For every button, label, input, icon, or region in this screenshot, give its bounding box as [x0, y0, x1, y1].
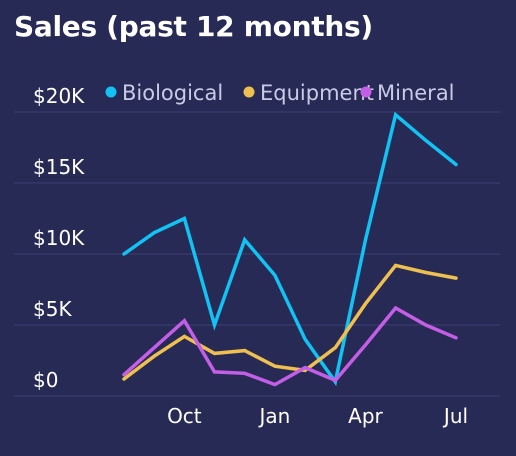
- x-tick-label: Jan: [257, 404, 290, 428]
- series-lines: [122, 111, 458, 387]
- y-tick-label: $0: [33, 368, 58, 392]
- legend-marker-biological: [105, 86, 117, 98]
- legend-marker-mineral: [360, 86, 372, 98]
- y-tick-label: $5K: [33, 297, 72, 321]
- series-line-biological: [122, 111, 458, 387]
- legend-marker-equipment: [243, 86, 255, 98]
- x-tick-label: Oct: [167, 404, 202, 428]
- y-tick-label: $20K: [33, 84, 85, 108]
- y-tick-label: $10K: [33, 226, 85, 250]
- legend-label-equipment: Equipment: [260, 81, 374, 105]
- legend: Biological Equipment Mineral: [105, 81, 455, 105]
- legend-label-mineral: Mineral: [377, 81, 455, 105]
- x-tick-label: Jul: [442, 404, 468, 428]
- axes: $0 $5K $10K $15K $20K Oct Jan Apr Jul: [33, 84, 468, 428]
- chart-title: Sales (past 12 months): [14, 10, 373, 43]
- legend-label-biological: Biological: [122, 81, 223, 105]
- series-line-mineral: [122, 305, 458, 387]
- series-line-equipment: [122, 263, 458, 381]
- y-tick-label: $15K: [33, 155, 85, 179]
- x-tick-label: Apr: [348, 404, 383, 428]
